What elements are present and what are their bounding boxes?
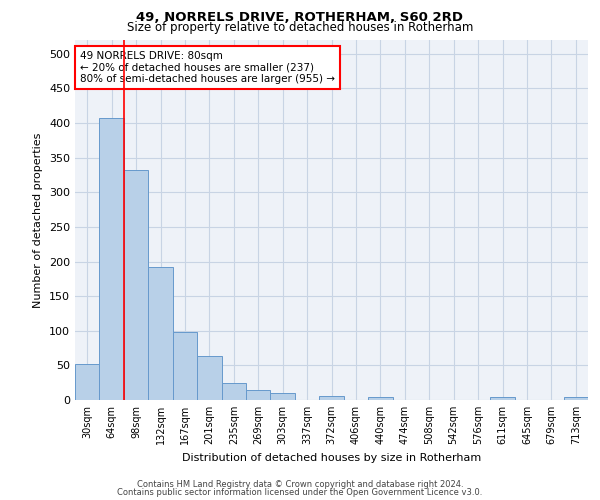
Bar	[75, 364, 100, 400]
Text: Contains public sector information licensed under the Open Government Licence v3: Contains public sector information licen…	[118, 488, 482, 497]
Text: Size of property relative to detached houses in Rotherham: Size of property relative to detached ho…	[127, 21, 473, 34]
Y-axis label: Number of detached properties: Number of detached properties	[34, 132, 43, 308]
Bar	[148, 267, 173, 400]
Bar	[197, 356, 221, 400]
Bar	[100, 118, 124, 400]
Text: 49 NORRELS DRIVE: 80sqm
← 20% of detached houses are smaller (237)
80% of semi-d: 49 NORRELS DRIVE: 80sqm ← 20% of detache…	[80, 51, 335, 84]
Bar	[271, 393, 295, 400]
Bar	[368, 397, 392, 400]
X-axis label: Distribution of detached houses by size in Rotherham: Distribution of detached houses by size …	[182, 452, 481, 462]
Bar	[173, 332, 197, 400]
Text: Contains HM Land Registry data © Crown copyright and database right 2024.: Contains HM Land Registry data © Crown c…	[137, 480, 463, 489]
Text: 49, NORRELS DRIVE, ROTHERHAM, S60 2RD: 49, NORRELS DRIVE, ROTHERHAM, S60 2RD	[137, 11, 464, 24]
Bar	[563, 397, 588, 400]
Bar	[124, 170, 148, 400]
Bar	[221, 384, 246, 400]
Bar	[490, 397, 515, 400]
Bar	[319, 396, 344, 400]
Bar	[246, 390, 271, 400]
